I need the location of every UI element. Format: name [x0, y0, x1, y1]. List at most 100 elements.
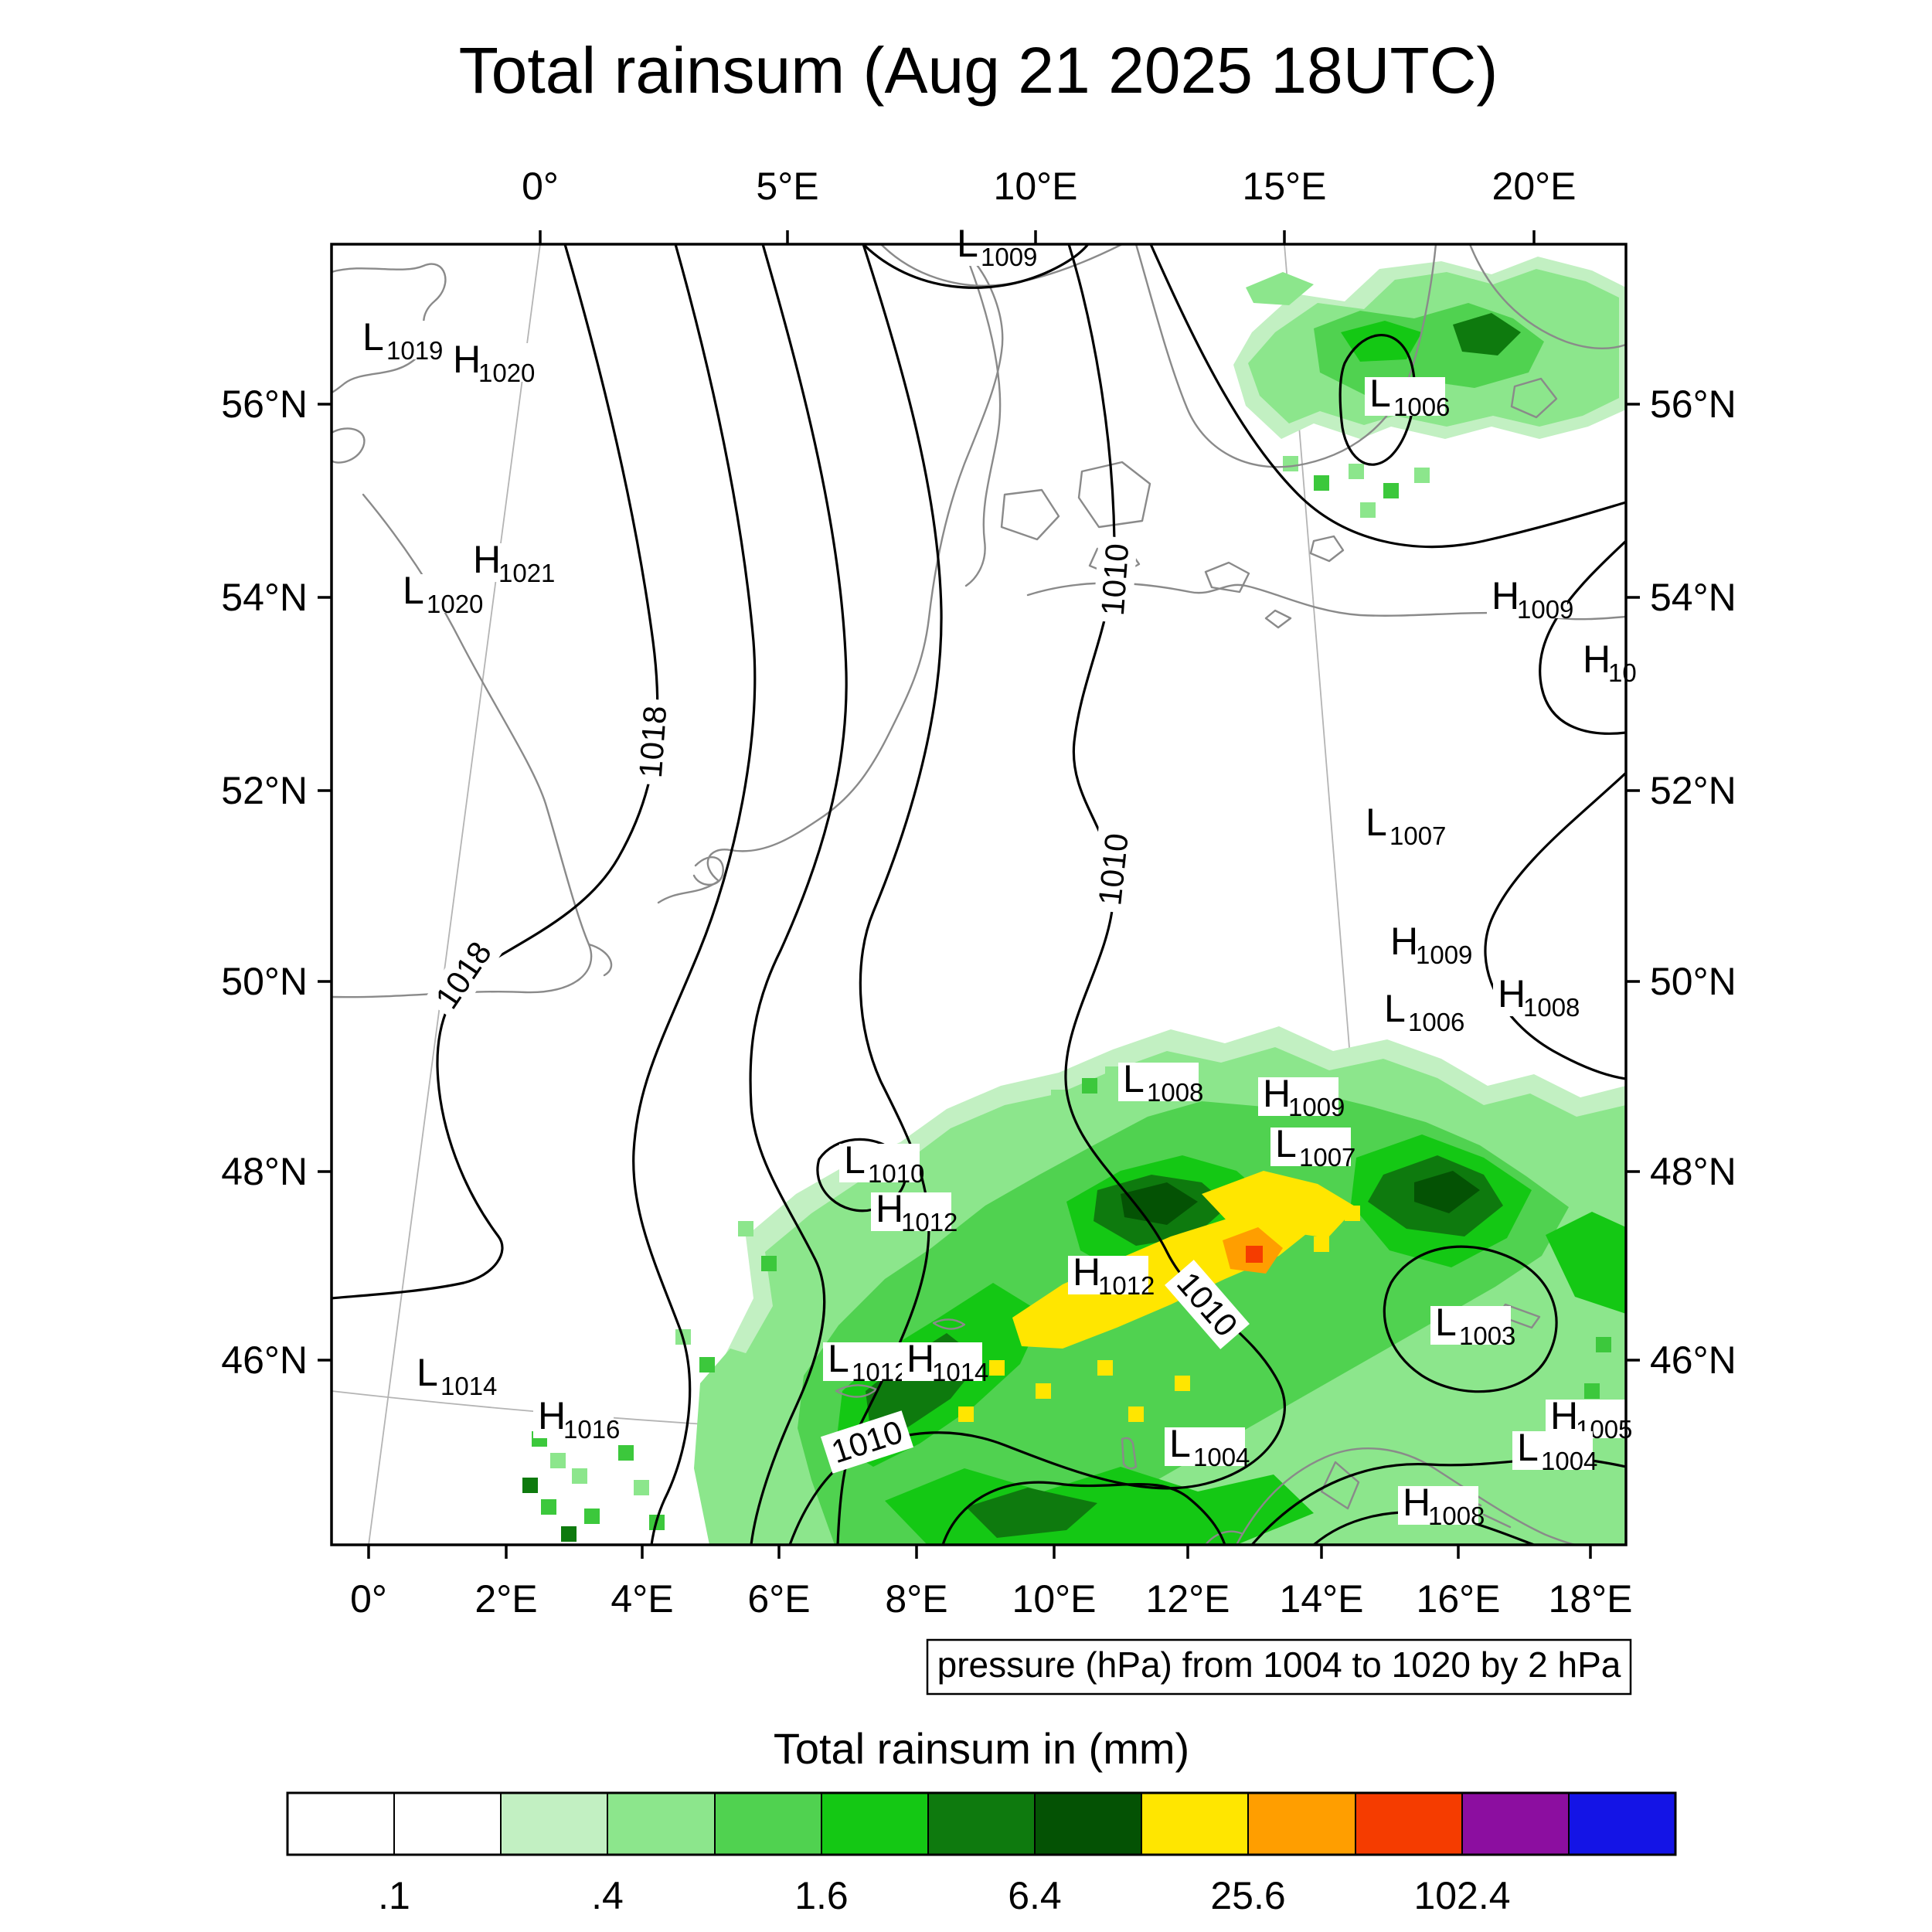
center-letter: H — [1583, 638, 1611, 681]
colorbar-cell — [1141, 1792, 1249, 1855]
center-value: 1009 — [1288, 1093, 1345, 1121]
pressure-center: L 1014 — [412, 1351, 497, 1400]
rain-pixel — [1082, 1078, 1097, 1094]
center-value: 1010 — [868, 1159, 924, 1188]
center-box — [1270, 1128, 1351, 1166]
colorbar — [286, 1791, 1677, 1856]
rain-pixel — [699, 1357, 715, 1372]
rain-pixel — [541, 1499, 556, 1515]
rain-speckles-yellow — [958, 1206, 1360, 1422]
pressure-note-group: pressure (hPa) from 1004 to 1020 by 2 hP… — [926, 1638, 1632, 1696]
lat-label-left: 48°N — [221, 1150, 308, 1193]
contour-1008-east — [1149, 244, 1626, 549]
center-box — [398, 574, 478, 613]
colorbar-cell — [927, 1792, 1036, 1855]
coast-bornholm — [1309, 535, 1345, 563]
center-box — [1379, 992, 1460, 1031]
center-value: 1009 — [1517, 595, 1573, 624]
center-value: 1012 — [852, 1358, 908, 1386]
lake-constance — [932, 1318, 966, 1330]
contour-alps-bottom — [941, 1481, 1226, 1545]
pressure-note: pressure (hPa) from 1004 to 1020 by 2 hP… — [937, 1645, 1621, 1685]
center-value: 1007 — [1299, 1143, 1355, 1172]
lon-label-bottom: 4°E — [611, 1577, 673, 1621]
center-box — [823, 1342, 903, 1381]
pressure-center: H10 — [1578, 638, 1640, 687]
rain-pixel — [761, 1256, 777, 1271]
rain-pixel — [1577, 1314, 1592, 1329]
contour-label-text: 1010 — [1091, 832, 1135, 907]
colorbar-tick-label: 25.6 — [1210, 1874, 1285, 1917]
center-value: 1019 — [386, 336, 443, 365]
center-letter: L — [844, 1138, 866, 1182]
rain-pixel — [958, 1406, 974, 1422]
contour-label-box — [1165, 1260, 1250, 1349]
rain-shading — [522, 257, 1626, 1545]
pressure-center: L 1006 — [1379, 987, 1464, 1036]
center-box — [902, 1342, 982, 1381]
center-value: 1012 — [901, 1208, 957, 1236]
center-value: 1004 — [1541, 1447, 1597, 1475]
lon-label-bottom: 0° — [350, 1577, 387, 1621]
center-letter: L — [403, 569, 424, 612]
center-letter: H — [1492, 574, 1519, 617]
center-value: 1014 — [932, 1358, 988, 1386]
pressure-center: L 1007 — [1361, 801, 1446, 850]
rain-pixel — [1345, 1206, 1360, 1221]
rain-pixel — [1383, 483, 1399, 498]
center-value: 1006 — [1393, 393, 1450, 421]
rain-pixel — [1036, 1383, 1051, 1399]
contour-label-text: 1018 — [632, 705, 673, 779]
lat-label-left: 50°N — [221, 960, 308, 1003]
rain-pixel — [1051, 1090, 1066, 1105]
rain-red-pixel — [1246, 1246, 1263, 1263]
pressure-center: L 1019 — [358, 315, 443, 365]
lat-label-right: 56°N — [1650, 383, 1736, 426]
center-box — [1398, 1486, 1478, 1525]
lat-label-right: 54°N — [1650, 576, 1736, 619]
rain-pixel — [1314, 475, 1329, 491]
contour-label: 1018 — [423, 929, 504, 1022]
colorbar-cell — [1461, 1792, 1570, 1855]
center-box — [1578, 643, 1640, 682]
center-box — [1258, 1077, 1338, 1116]
axis-labels: 0° 5°E 10°E 15°E 20°E 0° 2°E 4°E 6°E 8°E… — [221, 165, 1736, 1621]
rain-pixel — [989, 1360, 1005, 1376]
colorbar-tick-label: 6.4 — [1008, 1874, 1062, 1917]
pressure-center: L 1020 — [398, 569, 483, 618]
pressure-center: L 1007 — [1270, 1122, 1355, 1172]
colorbar-border — [286, 1791, 1677, 1856]
center-value: 1007 — [1389, 821, 1446, 850]
coast-zealand — [1077, 461, 1151, 529]
center-box — [1386, 925, 1466, 964]
center-letter: L — [828, 1337, 849, 1380]
center-value: 1009 — [1416, 940, 1472, 969]
rain-pixel — [1175, 1376, 1190, 1391]
lat-label-left: 56°N — [221, 383, 308, 426]
rain-dark-baltic — [1453, 313, 1521, 355]
colorbar-tick-label: 102.4 — [1413, 1874, 1510, 1917]
lon-label-top: 20°E — [1492, 165, 1577, 208]
colorbar-cell — [500, 1792, 608, 1855]
contour-label-box — [1093, 536, 1138, 624]
coast-ruegen — [1204, 561, 1250, 594]
center-box — [1430, 1306, 1511, 1345]
contour-label-box — [820, 1410, 914, 1474]
center-box — [1165, 1427, 1245, 1466]
lon-label-bottom: 6°E — [747, 1577, 810, 1621]
rain-pixel — [584, 1509, 600, 1524]
lon-label-top: 5°E — [756, 165, 818, 208]
lake-geneva — [835, 1384, 878, 1398]
lat-label-right: 50°N — [1650, 960, 1736, 1003]
lon-label-bottom: 12°E — [1146, 1577, 1230, 1621]
center-box — [533, 1400, 614, 1438]
coast-england — [332, 493, 593, 998]
